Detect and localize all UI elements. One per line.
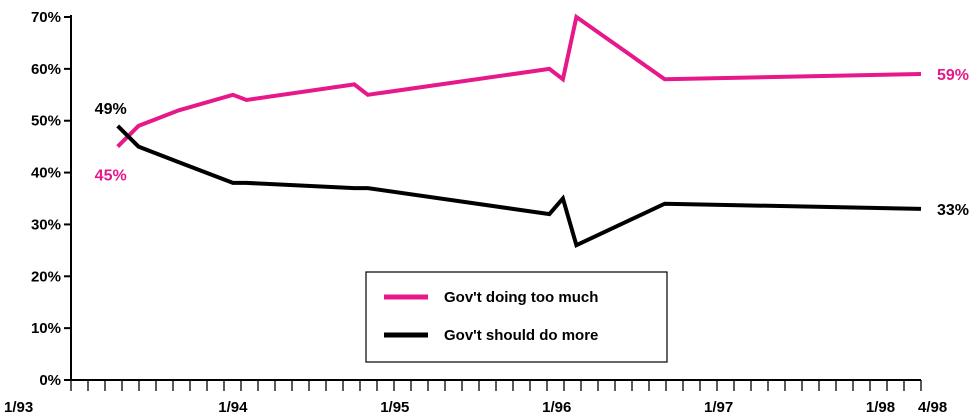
series-lines [116,13,922,249]
x-tick-label: 1/96 [542,399,571,416]
y-tick-label: 50% [31,113,61,130]
x-axis-ticks: 1/93 1/94 1/95 1/96 1/97 1/98 4/98 [4,380,947,416]
y-tick-label: 10% [31,320,61,337]
x-tick-label: 1/97 [704,399,733,416]
legend-box [365,271,668,363]
series-line-too-much [116,13,922,149]
data-label-end-pink: 59% [937,67,969,84]
y-tick-label: 40% [31,165,61,182]
x-tick-label: 1/94 [218,399,248,416]
y-tick-label: 20% [31,268,61,285]
data-label-start-black: 49% [95,101,127,118]
series-line-do-more [116,124,922,249]
x-tick-label: 1/98 [866,399,895,416]
legend-label: Gov't should do more [444,327,598,344]
y-tick-label: 60% [31,61,61,78]
legend-label: Gov't doing too much [444,289,598,306]
y-axis-ticks: 0% 10% 20% 30% 40% 50% 60% 70% [31,9,71,389]
data-label-end-black: 33% [937,202,969,219]
legend: Gov't doing too much Gov't should do more [365,271,668,363]
y-tick-label: 30% [31,216,61,233]
data-label-start-pink: 45% [95,168,127,185]
y-tick-label: 0% [39,372,61,389]
x-tick-label: 1/95 [380,399,409,416]
data-labels: 45% 49% 59% 33% [95,67,969,219]
y-tick-label: 70% [31,9,61,26]
x-tick-label: 4/98 [918,399,947,416]
x-tick-label: 1/93 [4,399,33,416]
